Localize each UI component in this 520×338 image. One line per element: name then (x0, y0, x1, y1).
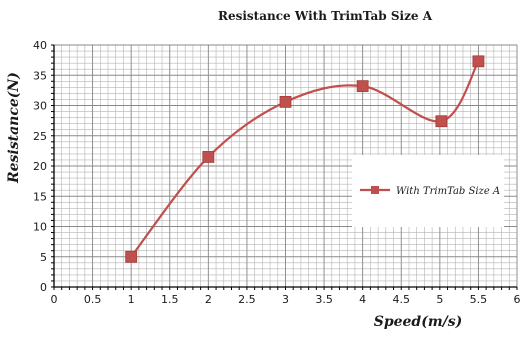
y-tick-label: 0 (40, 281, 47, 294)
y-tick-label: 15 (33, 190, 47, 203)
data-point (125, 250, 138, 263)
data-point (472, 55, 485, 68)
data-point (279, 95, 292, 108)
x-axis-label: Speed(m/s) (373, 314, 463, 330)
y-tick-label: 35 (33, 69, 47, 82)
x-tick-label: 0.5 (84, 293, 102, 306)
x-tick-label: 6 (514, 293, 520, 306)
x-tick-label: 0 (51, 293, 58, 306)
y-tick-label: 30 (33, 100, 47, 113)
y-tick-label: 20 (33, 160, 47, 173)
x-tick-label: 1.5 (161, 293, 179, 306)
y-axis-label: Resistance(N) (6, 72, 22, 183)
y-tick-label: 5 (40, 251, 47, 264)
x-tick-label: 2.5 (238, 293, 256, 306)
data-point (435, 115, 448, 128)
x-tick-label: 2 (205, 293, 212, 306)
x-tick-label: 4 (359, 293, 366, 306)
x-tick-label: 3.5 (315, 293, 333, 306)
x-tick-label: 1 (128, 293, 135, 306)
data-point (356, 80, 369, 93)
chart-title: Resistance With TrimTab Size A (217, 9, 433, 23)
axes (51, 44, 518, 290)
x-tick-label: 4.5 (393, 293, 411, 306)
series (125, 55, 485, 263)
x-tick-label: 5.5 (470, 293, 488, 306)
legend-marker (371, 186, 379, 194)
x-tick-label: 5 (436, 293, 443, 306)
y-tick-label: 10 (33, 221, 47, 234)
tick-labels: 0 0.5 1 1.5 2 2.5 3 3.5 4 4.5 5 5.5 6 0 5 10 15 20 25 30 35 4… (33, 39, 520, 306)
y-tick-label: 25 (33, 130, 47, 143)
y-tick-label: 40 (33, 39, 47, 52)
x-tick-label: 3 (282, 293, 289, 306)
legend-label: With TrimTab Size A (396, 186, 500, 197)
data-point (202, 151, 215, 163)
legend: With TrimTab Size A (352, 155, 504, 227)
